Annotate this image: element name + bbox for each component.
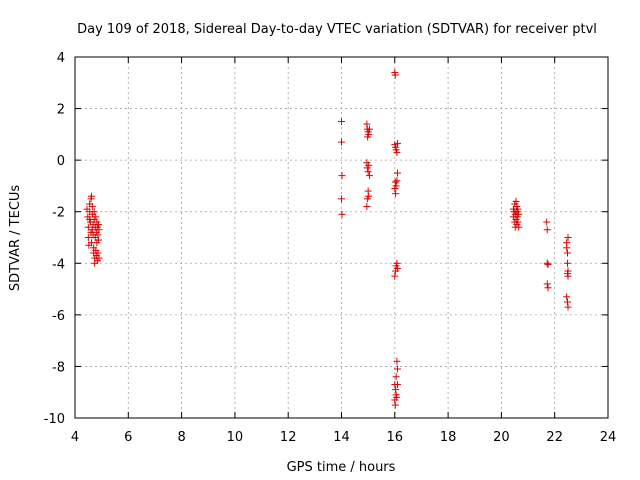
data-point [363,120,371,128]
data-point [393,365,401,373]
data-point [363,203,371,211]
x-tick-label: 12 [280,430,297,445]
data-point [564,234,572,241]
data-point [515,223,523,231]
data-point [544,284,552,292]
data-point [365,172,373,180]
data-points [83,68,572,409]
y-tick-labels: -10 -8 -6 -4 -2 0 2 4 [44,51,65,427]
data-point [90,208,98,216]
data-point [393,139,401,147]
y-tick-label: 4 [57,51,65,66]
data-point [392,190,400,198]
data-point [84,223,92,231]
data-point [92,213,100,221]
data-point [563,270,571,278]
data-point [95,226,103,234]
data-point [88,192,96,200]
data-point [338,210,346,218]
data-point [392,373,400,381]
data-point [512,197,520,205]
x-tick-label: 24 [600,430,617,445]
x-tick-labels: 4 6 8 10 12 14 16 18 20 22 24 [71,430,616,445]
x-tick-label: 18 [440,430,457,445]
x-axis-label: GPS time / hours [287,460,396,475]
data-point [365,125,373,133]
data-point [94,236,102,244]
x-tick-label: 6 [124,430,132,445]
data-point [364,168,372,176]
data-point [543,259,551,267]
data-point [88,203,96,211]
data-point [94,231,102,239]
data-point [393,177,401,185]
data-point [365,130,373,138]
x-tick-label: 16 [387,430,404,445]
data-point [391,401,399,409]
data-point [393,148,401,156]
data-point [512,208,520,216]
data-point [393,357,401,365]
data-point [393,264,401,272]
y-tick-label: -10 [44,412,65,427]
x-tick-label: 22 [546,430,563,445]
data-point [84,234,92,241]
data-point [392,386,400,394]
data-point [393,380,401,388]
data-point [543,226,551,234]
y-tick-label: -8 [52,360,65,375]
grid [75,57,608,418]
data-point [365,192,373,200]
data-point [94,249,102,257]
data-point [543,218,551,226]
y-tick-label: -4 [52,257,65,272]
data-point [514,218,522,226]
y-tick-label: -6 [52,309,65,324]
data-point [338,172,346,180]
x-tick-label: 8 [177,430,185,445]
data-point [391,71,399,79]
y-tick-label: 2 [57,103,65,118]
data-point [338,195,345,203]
y-tick-label: 0 [57,154,65,169]
data-point [543,280,551,288]
y-tick-label: -2 [52,206,65,221]
data-point [391,178,399,186]
data-point [393,393,401,401]
data-point [95,254,103,262]
data-point [86,215,94,223]
data-point [563,298,571,306]
x-tick-label: 20 [493,430,510,445]
x-tick-label: 14 [333,430,350,445]
x-tick-label: 4 [71,430,79,445]
data-point [563,249,571,257]
data-point [391,272,399,280]
data-point [88,226,96,234]
data-point [391,185,399,193]
data-point [563,259,571,267]
data-point [563,244,571,252]
data-point [393,259,401,267]
data-point [338,138,345,146]
data-point [564,303,572,311]
data-point [365,161,373,169]
data-point [563,293,571,301]
data-point [393,169,401,177]
data-point [544,261,552,269]
chart-title: Day 109 of 2018, Sidereal Day-to-day VTE… [77,22,597,37]
data-point [338,117,345,125]
data-point [94,221,102,229]
plot-frame [74,56,609,419]
y-axis-label: SDTVAR / TECUs [8,185,23,292]
x-tick-label: 10 [227,430,244,445]
data-point [364,187,372,195]
